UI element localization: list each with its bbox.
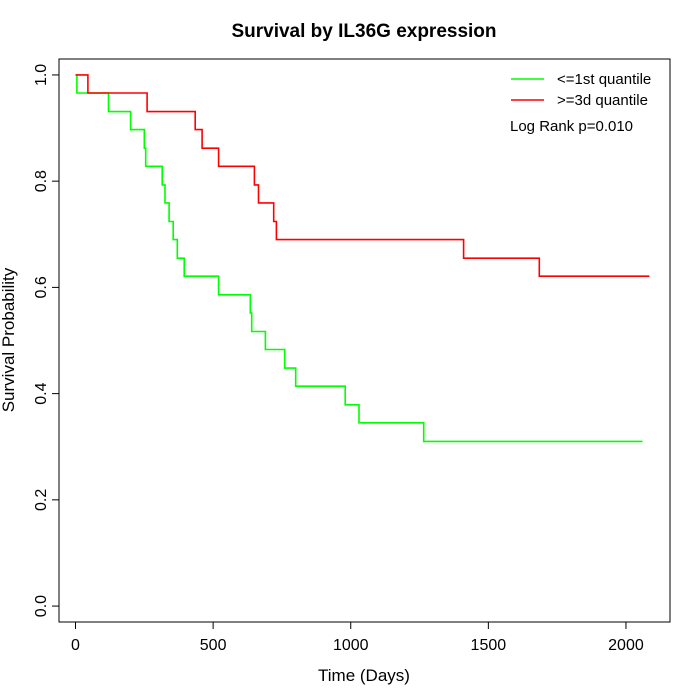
y-tick-label: 0.2 [33, 489, 50, 511]
x-tick-label: 1500 [471, 637, 507, 654]
x-tick-label: 2000 [608, 637, 644, 654]
curve-low-quantile [75, 74, 643, 443]
log-rank-annotation: Log Rank p=0.010 [510, 118, 633, 135]
y-tick-label: 0.4 [33, 382, 50, 404]
x-tick-label: 0 [71, 637, 80, 654]
legend-label-low: <=1st quantile [557, 71, 651, 88]
chart-title: Survival by IL36G expression [231, 21, 496, 42]
y-tick-label: 0.8 [33, 170, 50, 192]
x-tick-label: 500 [200, 637, 227, 654]
legend-label-high: >=3d quantile [557, 92, 648, 109]
survival-curves [75, 74, 650, 443]
legend: <=1st quantile >=3d quantile [511, 71, 651, 109]
x-axis: 0 500 1000 1500 2000 [71, 621, 644, 654]
y-tick-label: 0.6 [33, 276, 50, 298]
y-axis: 0.0 0.2 0.4 0.6 0.8 1.0 [33, 64, 60, 617]
y-tick-label: 1.0 [33, 64, 50, 86]
x-tick-label: 1000 [333, 637, 369, 654]
x-axis-label: Time (Days) [318, 666, 410, 685]
y-axis-label: Survival Probability [0, 267, 18, 412]
curve-high-quantile [75, 74, 650, 277]
y-tick-label: 0.0 [33, 595, 50, 617]
plot-area [58, 58, 671, 623]
